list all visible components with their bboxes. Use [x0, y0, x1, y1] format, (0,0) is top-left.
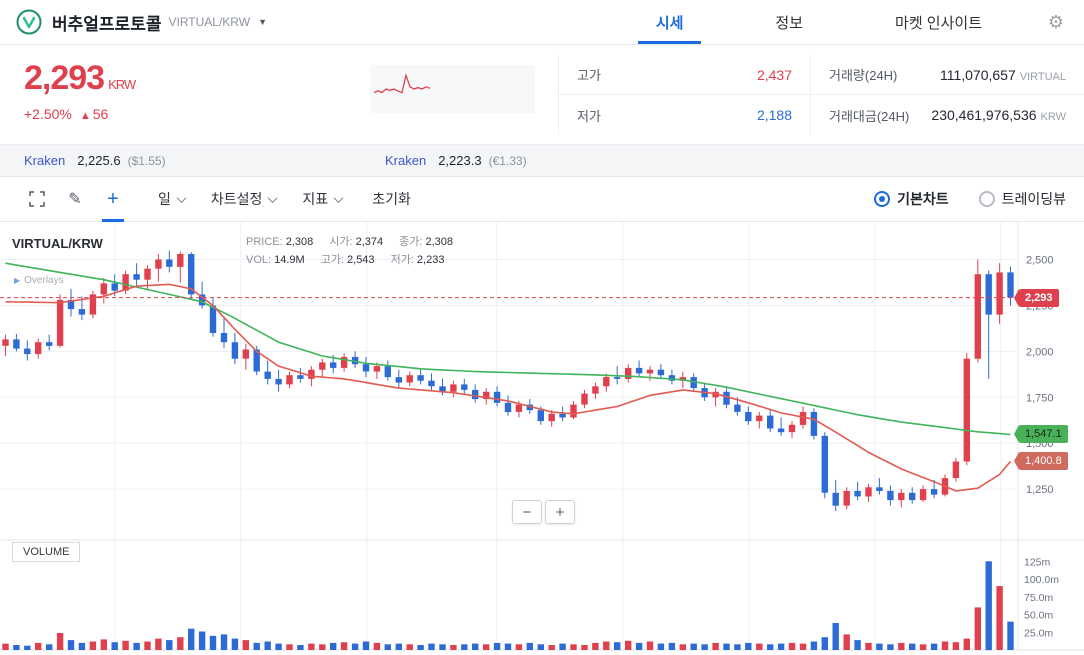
radio-tradingview[interactable]: 트레이딩뷰	[978, 189, 1066, 209]
tab-info[interactable]: 정보	[775, 14, 804, 32]
svg-text:25.0m: 25.0m	[1024, 627, 1053, 639]
gear-icon[interactable]: ⚙	[1047, 11, 1065, 32]
chart-symbol-label: VIRTUAL/KRW	[12, 236, 103, 251]
zoom-in-button[interactable]: +	[545, 500, 575, 524]
ohlc-legend: PRICE: 2,308 시가: 2,374 종가: 2,308 VOL: 14.9M …	[246, 236, 453, 266]
svg-text:100.0m: 100.0m	[1024, 574, 1059, 586]
sparkline-chart	[373, 72, 431, 94]
reset-button[interactable]: 초기화	[372, 191, 411, 207]
radio-basic-chart[interactable]: 기본차트	[874, 189, 949, 209]
stat-low: 저가 2,188	[558, 95, 810, 135]
stat-high: 고가 2,437	[558, 55, 810, 95]
zoom-controls: − +	[512, 500, 575, 524]
pair-label: VIRTUAL/KRW	[168, 15, 251, 29]
svg-text:2,000: 2,000	[1026, 346, 1054, 358]
sparkline-panel	[370, 65, 535, 113]
crosshair-tool-icon[interactable]: +	[94, 177, 132, 222]
zoom-out-button[interactable]: −	[512, 500, 542, 524]
ma-red-value-tag: 1,400.8	[1014, 452, 1068, 470]
reference-price-usd: Kraken 2,225.6 ($1.55)	[24, 153, 166, 168]
price-change: +2.50% ▲ 56	[24, 106, 109, 122]
price-stats: 고가 2,437 거래량(24H) 111,070,657 VIRTUAL 저가 …	[558, 55, 1084, 135]
chart-settings-dropdown[interactable]: 차트설정	[211, 189, 278, 209]
chart-type-switch: 기본차트 트레이딩뷰	[844, 189, 1066, 209]
candlestick-chart[interactable]: 2,5002,2502,0001,7501,5001,250125m100.0m…	[0, 222, 1084, 655]
chart-toolbar: ✎ + 일 차트설정 지표 초기화 기본차트 트레이딩뷰	[0, 177, 1084, 222]
expand-triangle-icon: ▶	[14, 276, 21, 285]
svg-text:125m: 125m	[1024, 556, 1051, 568]
radio-selected-icon	[874, 191, 891, 207]
chart-area: 2,5002,2502,0001,7501,5001,250125m100.0m…	[0, 222, 1084, 655]
currency-label: KRW	[108, 77, 136, 92]
radio-unselected-icon	[978, 191, 995, 207]
tab-market-insight[interactable]: 마켓 인사이트	[895, 14, 982, 32]
reference-price-eur: Kraken 2,223.3 (€1.33)	[385, 153, 527, 168]
header: 버추얼프로토콜 VIRTUAL/KRW ▼ 시세 정보 마켓 인사이트 ⚙	[0, 0, 1084, 45]
up-arrow-icon: ▲	[79, 110, 91, 122]
svg-text:1,250: 1,250	[1026, 484, 1054, 496]
chevron-down-icon	[267, 192, 278, 203]
current-price: 2,293 KRW	[24, 59, 136, 97]
svg-text:75.0m: 75.0m	[1024, 592, 1053, 604]
header-tabs: 시세 정보 마켓 인사이트	[610, 0, 1028, 44]
fullscreen-icon[interactable]	[18, 177, 56, 222]
tab-market-price[interactable]: 시세	[610, 0, 730, 44]
svg-text:50.0m: 50.0m	[1024, 610, 1053, 622]
chevron-down-icon	[333, 192, 344, 203]
stat-volume-24h: 거래량(24H) 111,070,657 VIRTUAL	[810, 55, 1084, 95]
volume-panel-label: VOLUME	[12, 542, 81, 562]
svg-text:2,500: 2,500	[1026, 255, 1054, 267]
indicator-dropdown[interactable]: 지표	[302, 189, 344, 209]
interval-dropdown[interactable]: 일	[158, 189, 187, 209]
stat-value-24h: 거래대금(24H) 230,461,976,536 KRW	[810, 95, 1084, 135]
svg-text:1,750: 1,750	[1026, 392, 1054, 404]
pair-dropdown-icon[interactable]: ▼	[258, 17, 267, 27]
kraken-link[interactable]: Kraken	[24, 153, 66, 168]
overlays-toggle[interactable]: ▶ Overlays	[14, 275, 64, 286]
current-price-tag: 2,293	[1014, 289, 1059, 307]
chevron-down-icon	[176, 192, 187, 203]
draw-tool-icon[interactable]: ✎	[68, 191, 82, 208]
ma-green-value-tag: 1,547.1	[1014, 425, 1068, 443]
coin-name: 버추얼프로토콜	[52, 14, 162, 34]
reference-price-bar: Kraken 2,225.6 ($1.55) Kraken 2,223.3 (€1.33…	[0, 144, 1084, 177]
kraken-link[interactable]: Kraken	[385, 153, 427, 168]
price-summary: 2,293 KRW +2.50% ▲ 56 고가 2,437 거래량(24H) 111…	[0, 45, 1084, 144]
virtual-protocol-logo	[16, 9, 42, 35]
